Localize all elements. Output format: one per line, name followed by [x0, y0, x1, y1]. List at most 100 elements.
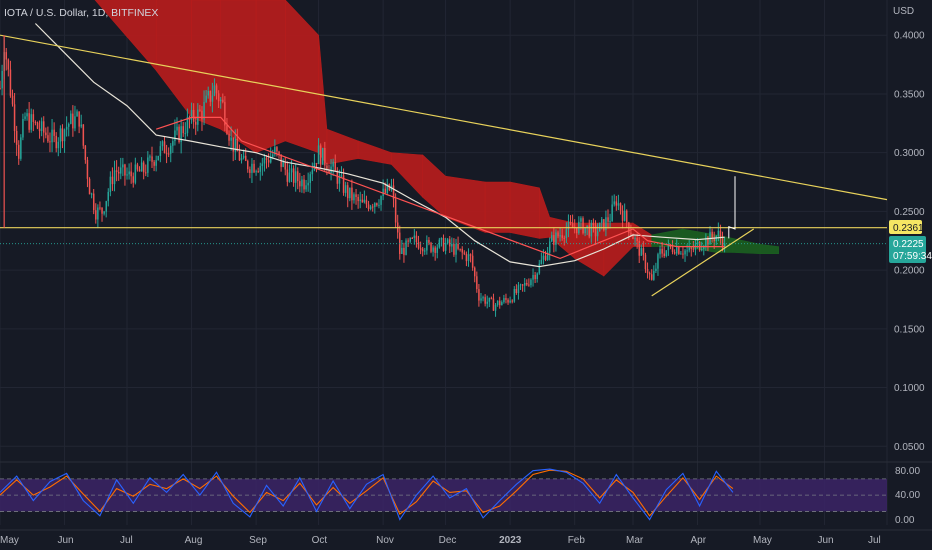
candle-up	[488, 297, 491, 302]
price-badge[interactable]	[889, 236, 926, 263]
candle-up	[120, 167, 122, 174]
candle-down	[671, 247, 674, 252]
candle-up	[634, 238, 636, 240]
candle-down	[646, 269, 649, 274]
candle-up	[517, 285, 520, 293]
candle-up	[22, 119, 24, 138]
candle-up	[161, 141, 164, 147]
candle-down	[132, 176, 134, 183]
candle-up	[386, 184, 389, 193]
candle-down	[544, 255, 547, 260]
candle-up	[349, 187, 351, 199]
candle-up	[586, 225, 588, 228]
candle-down	[236, 138, 239, 152]
candle-up	[147, 157, 149, 173]
candle-up	[676, 247, 678, 254]
candle-down	[111, 176, 114, 185]
time-label: May	[753, 535, 772, 546]
candle-up	[272, 154, 274, 157]
candle-down	[167, 153, 170, 155]
candle-up	[359, 199, 361, 202]
candle-down	[630, 232, 632, 236]
candle-down	[9, 69, 12, 96]
candle-up	[140, 162, 143, 172]
candle-down	[303, 179, 305, 190]
candle-up	[413, 235, 416, 238]
candle-down	[130, 171, 132, 177]
candle-up	[157, 156, 159, 161]
candle-up	[288, 172, 291, 182]
candle-down	[61, 128, 64, 142]
candle-up	[680, 253, 682, 255]
candle-down	[661, 248, 663, 254]
candle-up	[605, 217, 607, 230]
candle-down	[84, 145, 87, 160]
stochastic-d-line	[0, 469, 734, 517]
candle-up	[623, 210, 626, 221]
candle-up	[353, 194, 355, 201]
candle-down	[249, 169, 251, 173]
candle-down	[124, 164, 126, 176]
cloud-segment-bearish	[191, 0, 221, 130]
candle-up	[426, 240, 428, 251]
candle-up	[382, 188, 384, 197]
candle-up	[659, 248, 661, 255]
candle-up	[203, 102, 205, 120]
candle-down	[93, 193, 95, 211]
trendline-drawings[interactable]	[0, 34, 888, 297]
candle-up	[340, 175, 343, 177]
candle-down	[521, 284, 524, 286]
time-label: Dec	[439, 535, 457, 546]
candle-up	[59, 128, 62, 142]
candle-down	[195, 121, 197, 125]
candle-up	[290, 168, 293, 173]
candle-down	[419, 248, 422, 250]
candle-up	[107, 191, 109, 202]
candle-up	[282, 161, 284, 167]
candle-up	[220, 99, 222, 102]
time-label: May	[0, 535, 19, 546]
candle-up	[274, 147, 276, 155]
level-badge-value: 0.2361	[893, 223, 924, 234]
candle-down	[526, 283, 528, 285]
candle-up	[20, 137, 22, 159]
candle-up	[230, 137, 232, 141]
candle-up	[159, 146, 162, 156]
level-badge[interactable]	[889, 220, 922, 234]
cloud-segment-bearish	[484, 181, 511, 233]
candle-down	[557, 232, 559, 237]
candle-down	[449, 239, 451, 247]
candle-up	[703, 246, 705, 249]
candle-down	[324, 148, 326, 166]
candle-down	[553, 235, 555, 245]
candle-down	[53, 129, 55, 136]
candle-up	[234, 138, 237, 152]
price-tick: 0.3500	[894, 89, 925, 100]
candle-down	[415, 235, 418, 242]
candle-up	[149, 156, 151, 158]
candle-up	[446, 239, 449, 244]
candle-up	[611, 204, 613, 222]
candle-down	[490, 297, 493, 299]
moving-average-line	[34, 23, 725, 268]
candle-down	[461, 248, 463, 253]
candle-down	[18, 144, 20, 159]
candle-down	[707, 237, 709, 245]
candle-down	[319, 145, 322, 165]
candle-down	[417, 242, 420, 249]
candle-up	[301, 179, 303, 187]
candle-up	[76, 111, 78, 117]
price-tick: 0.2500	[894, 207, 925, 218]
candle-down	[163, 141, 166, 154]
candle-down	[492, 298, 495, 311]
candle-down	[232, 137, 234, 152]
candle-up	[657, 254, 659, 269]
base-line	[156, 116, 725, 260]
candle-up	[513, 289, 516, 302]
candle-down	[95, 210, 97, 220]
candle-up	[122, 164, 124, 168]
candle-up	[701, 249, 703, 251]
cloud-segment-bearish	[220, 0, 257, 154]
candle-up	[74, 116, 76, 129]
